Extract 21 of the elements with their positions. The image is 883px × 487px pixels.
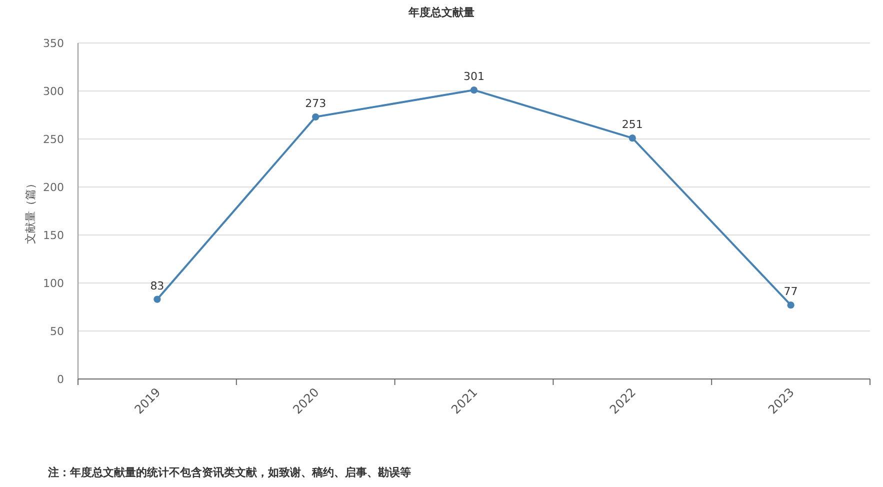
data-label: 273: [305, 96, 326, 110]
point: [154, 296, 161, 303]
y-tick-label: 100: [43, 277, 64, 290]
data-label: 83: [150, 279, 164, 292]
y-tick-label: 0: [57, 373, 64, 386]
y-tick-label: 250: [43, 133, 64, 146]
y-tick-label: 300: [43, 85, 64, 98]
point: [470, 86, 478, 94]
data-label: 77: [784, 285, 798, 298]
point: [628, 134, 636, 142]
point: [787, 302, 794, 309]
data-label: 251: [622, 118, 643, 132]
chart-title: 年度总文献量: [408, 6, 474, 19]
y-axis-title: 文献量（篇）: [24, 178, 37, 244]
y-tick-label: 150: [43, 229, 64, 242]
text: 注：年度总文献量的统计不包含资讯类文献，如致谢、稿约、启事、勘误等: [47, 466, 411, 479]
point: [312, 113, 320, 120]
y-tick-label: 350: [43, 37, 64, 50]
y-tick-label: 200: [43, 181, 64, 194]
data-label: 301: [464, 70, 484, 84]
y-tick-label: 50: [50, 325, 64, 338]
